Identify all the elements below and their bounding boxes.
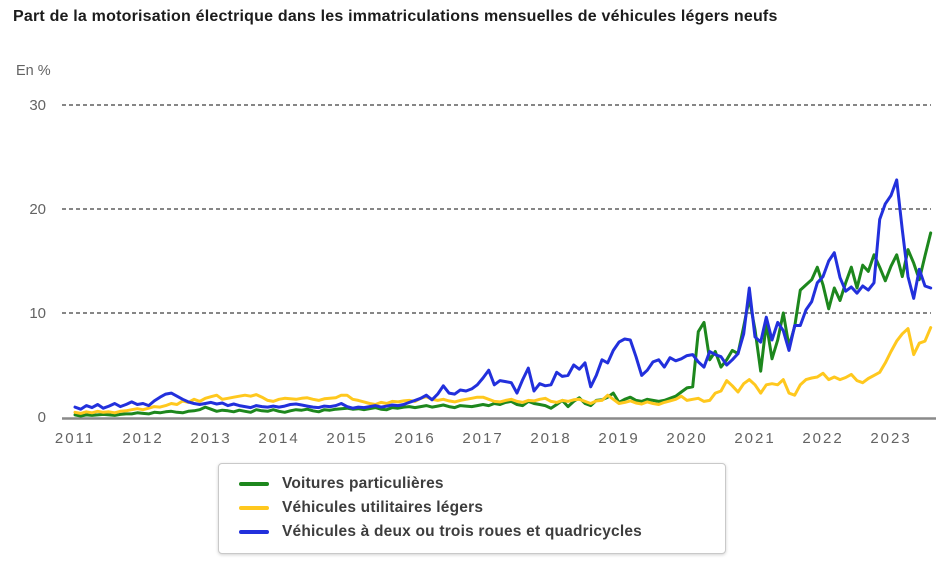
x-tick-label: 2016	[394, 430, 435, 447]
x-tick-label: 2021	[734, 430, 775, 447]
x-tick-label: 2013	[190, 430, 231, 447]
chart-title: Part de la motorisation électrique dans …	[13, 8, 778, 25]
x-tick-label: 2011	[55, 430, 95, 447]
green-line-swatch	[239, 482, 269, 486]
blue-line-swatch	[239, 530, 269, 534]
x-tick-label: 2012	[122, 430, 163, 447]
y-tick-label: 20	[29, 201, 46, 218]
legend-label: Véhicules à deux ou trois roues et quadr…	[282, 523, 642, 540]
y-tick-label: 10	[29, 305, 46, 322]
series-line-0	[73, 231, 933, 418]
chart-legend: Voitures particulières Véhicules utilita…	[218, 463, 726, 554]
x-tick-label: 2019	[598, 430, 639, 447]
legend-item-utilitaires: Véhicules utilitaires légers	[239, 496, 711, 520]
x-tick-label: 2015	[326, 430, 367, 447]
x-tick-label: 2018	[530, 430, 571, 447]
yellow-line-swatch	[239, 506, 269, 510]
legend-label: Voitures particulières	[282, 475, 444, 492]
y-tick-label: 30	[29, 97, 46, 114]
x-tick-label: 2023	[870, 430, 911, 447]
legend-item-deux-trois-roues: Véhicules à deux ou trois roues et quadr…	[239, 520, 711, 544]
x-tick-label: 2017	[462, 430, 503, 447]
series-line-2	[73, 178, 933, 411]
series-line-1	[73, 326, 933, 415]
legend-item-voitures: Voitures particulières	[239, 472, 711, 496]
y-axis-unit-label: En %	[16, 63, 51, 79]
legend-label: Véhicules utilitaires légers	[282, 499, 484, 516]
x-tick-label: 2014	[258, 430, 299, 447]
x-tick-label: 2022	[802, 430, 843, 447]
y-tick-label: 0	[38, 409, 46, 426]
x-tick-label: 2020	[666, 430, 707, 447]
